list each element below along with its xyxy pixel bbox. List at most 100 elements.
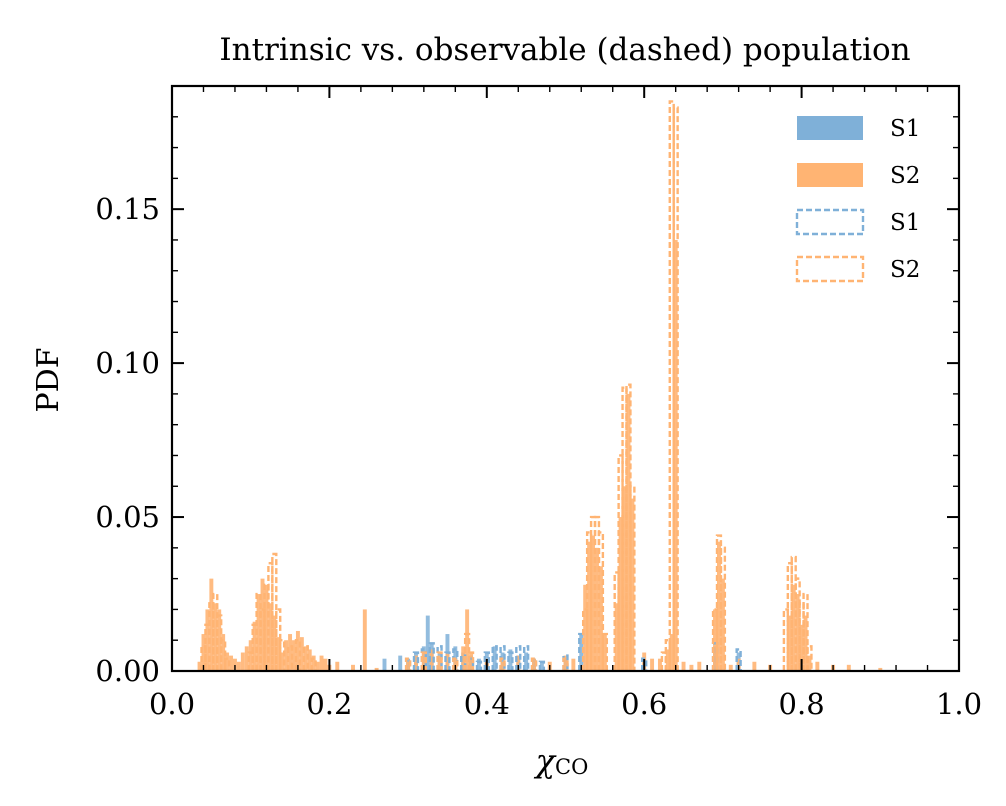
legend-label-3: S2 [890, 257, 920, 283]
hist-bar-filled-54 [311, 655, 316, 671]
hist-bar-filled-70 [461, 646, 466, 671]
hist-bar-dashed-7 [460, 654, 467, 671]
hist-bar-filled-87 [618, 517, 623, 671]
hist-bar-dashed-61 [625, 383, 632, 671]
hist-bar-dashed-44 [420, 651, 428, 671]
hist-bar-dashed-35 [267, 562, 274, 671]
hist-bar-filled-65 [421, 652, 426, 671]
hist-bar-dashed-49 [499, 657, 506, 671]
hist-bar-filled-112 [807, 655, 812, 671]
hist-bar-filled-30 [217, 609, 222, 671]
y-tick-label-0: 0.00 [95, 654, 160, 688]
hist-bar-dashed-40 [294, 639, 302, 671]
x-axis-label-main: χ [534, 742, 557, 780]
hist-bar-dashed-15 [522, 645, 530, 671]
hist-bar-dashed-43 [404, 657, 412, 671]
legend-swatch-3 [795, 255, 865, 283]
hist-bar-filled-100 [713, 609, 717, 671]
hist-bar-filled-75 [516, 655, 521, 671]
hist-bar-filled-68 [445, 652, 450, 671]
hist-bar-filled-62 [374, 667, 379, 671]
hist-bar-filled-72 [469, 652, 474, 671]
hist-bar-dashed-42 [310, 657, 317, 671]
y-tick-label-1: 0.05 [95, 500, 160, 534]
hist-bar-filled-43 [268, 603, 273, 671]
hist-bar-dashed-45 [436, 651, 443, 671]
hist-bar-dashed-51 [562, 657, 569, 671]
hist-bar-filled-78 [563, 655, 568, 671]
hist-bar-filled-74 [500, 661, 505, 671]
filled-histograms [197, 239, 883, 671]
hist-bar-dashed-36 [271, 552, 278, 671]
hist-bar-dashed-58 [613, 571, 620, 671]
hist-bar-filled-35 [236, 661, 241, 671]
hist-bar-dashed-27 [216, 614, 223, 671]
hist-bar-filled-51 [299, 637, 304, 671]
hist-bar-filled-115 [846, 664, 851, 671]
hist-bar-filled-110 [799, 624, 804, 671]
hist-bar-dashed-20 [641, 657, 648, 671]
hist-bar-filled-81 [587, 541, 592, 671]
hist-bar-dashed-48 [467, 651, 475, 671]
hist-bar-filled-59 [335, 661, 340, 671]
hist-bar-filled-29 [213, 603, 218, 671]
tick-labels: 0.0 0.2 0.4 0.6 0.8 1.0 0.00 0.05 0.10 0.15 [95, 192, 982, 721]
hist-bar-dashed-57 [601, 632, 609, 671]
hist-bar-filled-53 [307, 649, 312, 671]
x-tick-label-4: 0.8 [779, 687, 825, 721]
hist-bar-dashed-9 [475, 660, 483, 671]
hist-bar-filled-33 [229, 655, 233, 671]
legend-swatch-2 [795, 208, 865, 236]
hist-bar-filled-64 [414, 655, 418, 671]
hist-bar-dashed-37 [275, 608, 282, 671]
hist-bar-filled-41 [260, 578, 265, 671]
hist-bar-filled-49 [292, 640, 296, 671]
hist-bar-filled-37 [244, 646, 249, 671]
hist-bar-filled-95 [669, 634, 674, 671]
legend-swatch-1 [797, 163, 863, 187]
hist-bar-filled-71 [465, 609, 470, 671]
y-tick-label-2: 0.10 [95, 346, 160, 380]
hist-bar-filled-76 [532, 658, 536, 671]
hist-bar-filled-98 [689, 664, 694, 671]
hist-bar-filled-47 [284, 640, 289, 671]
hist-bar-filled-56 [319, 655, 324, 671]
hist-bar-filled-92 [650, 658, 655, 671]
hist-bar-dashed-13 [507, 651, 514, 671]
hist-bar-filled-107 [787, 615, 792, 671]
hist-bar-filled-103 [728, 664, 733, 671]
hist-bar-filled-94 [665, 649, 670, 671]
hist-bar-filled-44 [272, 615, 277, 671]
hist-bar-filled-116 [878, 667, 883, 671]
hist-bar-dashed-62 [629, 485, 636, 671]
hist-bar-filled-89 [626, 393, 631, 671]
legend-label-0: S1 [890, 116, 920, 142]
hist-bar-filled-85 [602, 634, 607, 671]
hist-bar-filled-60 [351, 664, 355, 671]
hist-bar-dashed-66 [672, 106, 679, 671]
x-axis-label-subscript: CO [555, 755, 588, 779]
hist-bar-dashed-60 [621, 386, 628, 671]
hist-bar-dashed-3 [428, 642, 435, 671]
hist-bar-filled-101 [716, 541, 721, 671]
hist-bar-filled-36 [240, 652, 245, 671]
hist-bar-dashed-11 [491, 645, 498, 671]
hist-bar-filled-12 [476, 658, 481, 671]
hist-bar-dashed-1 [412, 651, 420, 671]
hist-bar-filled-55 [315, 661, 320, 671]
hist-bar-dashed-59 [617, 454, 624, 671]
hist-bar-dashed-53 [585, 531, 593, 671]
legend-label-2: S1 [890, 210, 920, 236]
hist-bar-filled-1 [398, 655, 403, 671]
hist-bar-filled-14 [492, 646, 497, 671]
hist-bar-filled-5 [425, 615, 430, 671]
hist-bar-filled-32 [225, 652, 230, 671]
hist-bar-dashed-56 [597, 531, 605, 671]
hist-bar-filled-46 [280, 652, 285, 671]
y-axis-label: PDF [31, 347, 66, 412]
hist-bar-filled-111 [803, 615, 808, 671]
hist-bar-filled-97 [681, 661, 686, 671]
hist-bar-filled-84 [598, 566, 603, 671]
hist-bar-dashed-73 [794, 577, 801, 671]
